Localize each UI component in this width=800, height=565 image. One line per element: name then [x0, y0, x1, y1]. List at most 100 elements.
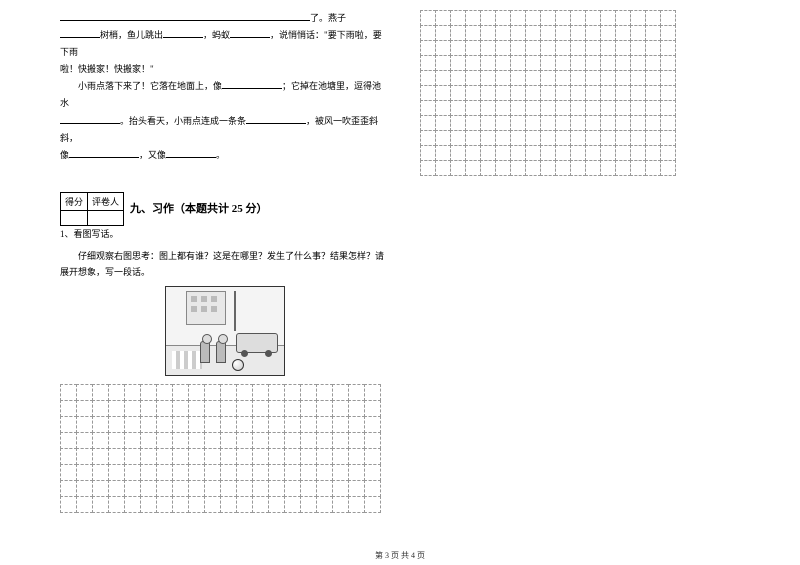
writing-cell[interactable]: [60, 416, 77, 433]
writing-cell[interactable]: [364, 384, 381, 401]
writing-cell[interactable]: [510, 130, 526, 146]
writing-cell[interactable]: [495, 25, 511, 41]
writing-cell[interactable]: [450, 40, 466, 56]
writing-cell[interactable]: [480, 55, 496, 71]
writing-cell[interactable]: [495, 40, 511, 56]
writing-cell[interactable]: [204, 496, 221, 513]
writing-cell[interactable]: [555, 160, 571, 176]
writing-cell[interactable]: [660, 160, 676, 176]
writing-cell[interactable]: [600, 10, 616, 26]
writing-cell[interactable]: [615, 145, 631, 161]
writing-cell[interactable]: [600, 25, 616, 41]
writing-cell[interactable]: [645, 100, 661, 116]
writing-cell[interactable]: [570, 85, 586, 101]
writing-cell[interactable]: [555, 55, 571, 71]
blank[interactable]: [60, 28, 100, 38]
writing-cell[interactable]: [645, 10, 661, 26]
writing-cell[interactable]: [284, 416, 301, 433]
writing-cell[interactable]: [555, 115, 571, 131]
writing-cell[interactable]: [204, 416, 221, 433]
writing-cell[interactable]: [156, 416, 173, 433]
writing-cell[interactable]: [495, 145, 511, 161]
writing-cell[interactable]: [525, 55, 541, 71]
writing-cell[interactable]: [140, 448, 157, 465]
writing-cell[interactable]: [284, 432, 301, 449]
writing-cell[interactable]: [364, 480, 381, 497]
writing-cell[interactable]: [268, 400, 285, 417]
writing-cell[interactable]: [300, 400, 317, 417]
writing-cell[interactable]: [188, 448, 205, 465]
writing-cell[interactable]: [76, 384, 93, 401]
writing-cell[interactable]: [92, 448, 109, 465]
writing-cell[interactable]: [140, 400, 157, 417]
writing-cell[interactable]: [188, 480, 205, 497]
writing-cell[interactable]: [156, 464, 173, 481]
writing-cell[interactable]: [465, 25, 481, 41]
writing-cell[interactable]: [660, 145, 676, 161]
writing-cell[interactable]: [268, 416, 285, 433]
writing-cell[interactable]: [252, 448, 269, 465]
writing-cell[interactable]: [332, 416, 349, 433]
writing-cell[interactable]: [540, 115, 556, 131]
writing-cell[interactable]: [480, 100, 496, 116]
writing-cell[interactable]: [268, 448, 285, 465]
writing-cell[interactable]: [540, 85, 556, 101]
writing-cell[interactable]: [332, 448, 349, 465]
writing-cell[interactable]: [300, 416, 317, 433]
writing-cell[interactable]: [555, 130, 571, 146]
writing-cell[interactable]: [465, 130, 481, 146]
writing-cell[interactable]: [525, 130, 541, 146]
writing-cell[interactable]: [76, 464, 93, 481]
writing-cell[interactable]: [332, 432, 349, 449]
writing-cell[interactable]: [585, 130, 601, 146]
writing-cell[interactable]: [435, 25, 451, 41]
writing-cell[interactable]: [60, 464, 77, 481]
writing-cell[interactable]: [570, 40, 586, 56]
writing-cell[interactable]: [60, 384, 77, 401]
writing-cell[interactable]: [92, 480, 109, 497]
writing-cell[interactable]: [585, 25, 601, 41]
writing-cell[interactable]: [300, 480, 317, 497]
writing-cell[interactable]: [172, 464, 189, 481]
writing-cell[interactable]: [510, 85, 526, 101]
writing-cell[interactable]: [172, 480, 189, 497]
writing-cell[interactable]: [630, 70, 646, 86]
writing-cell[interactable]: [124, 496, 141, 513]
writing-cell[interactable]: [645, 130, 661, 146]
writing-cell[interactable]: [525, 100, 541, 116]
writing-cell[interactable]: [510, 115, 526, 131]
writing-cell[interactable]: [660, 25, 676, 41]
writing-cell[interactable]: [364, 400, 381, 417]
writing-cell[interactable]: [585, 160, 601, 176]
writing-cell[interactable]: [660, 85, 676, 101]
writing-cell[interactable]: [332, 496, 349, 513]
blank[interactable]: [60, 114, 120, 124]
writing-cell[interactable]: [252, 496, 269, 513]
writing-cell[interactable]: [630, 130, 646, 146]
writing-cell[interactable]: [420, 130, 436, 146]
writing-cell[interactable]: [525, 40, 541, 56]
writing-cell[interactable]: [204, 448, 221, 465]
writing-cell[interactable]: [76, 448, 93, 465]
writing-cell[interactable]: [465, 55, 481, 71]
writing-cell[interactable]: [76, 400, 93, 417]
writing-cell[interactable]: [540, 55, 556, 71]
writing-cell[interactable]: [156, 384, 173, 401]
writing-cell[interactable]: [124, 432, 141, 449]
writing-cell[interactable]: [188, 496, 205, 513]
writing-cell[interactable]: [435, 130, 451, 146]
writing-cell[interactable]: [570, 100, 586, 116]
writing-cell[interactable]: [435, 70, 451, 86]
writing-cell[interactable]: [495, 130, 511, 146]
writing-cell[interactable]: [108, 496, 125, 513]
blank[interactable]: [163, 28, 203, 38]
writing-cell[interactable]: [480, 85, 496, 101]
writing-cell[interactable]: [585, 100, 601, 116]
writing-cell[interactable]: [124, 416, 141, 433]
writing-cell[interactable]: [630, 10, 646, 26]
writing-cell[interactable]: [480, 10, 496, 26]
writing-cell[interactable]: [570, 145, 586, 161]
writing-cell[interactable]: [124, 448, 141, 465]
writing-cell[interactable]: [420, 55, 436, 71]
writing-cell[interactable]: [108, 480, 125, 497]
